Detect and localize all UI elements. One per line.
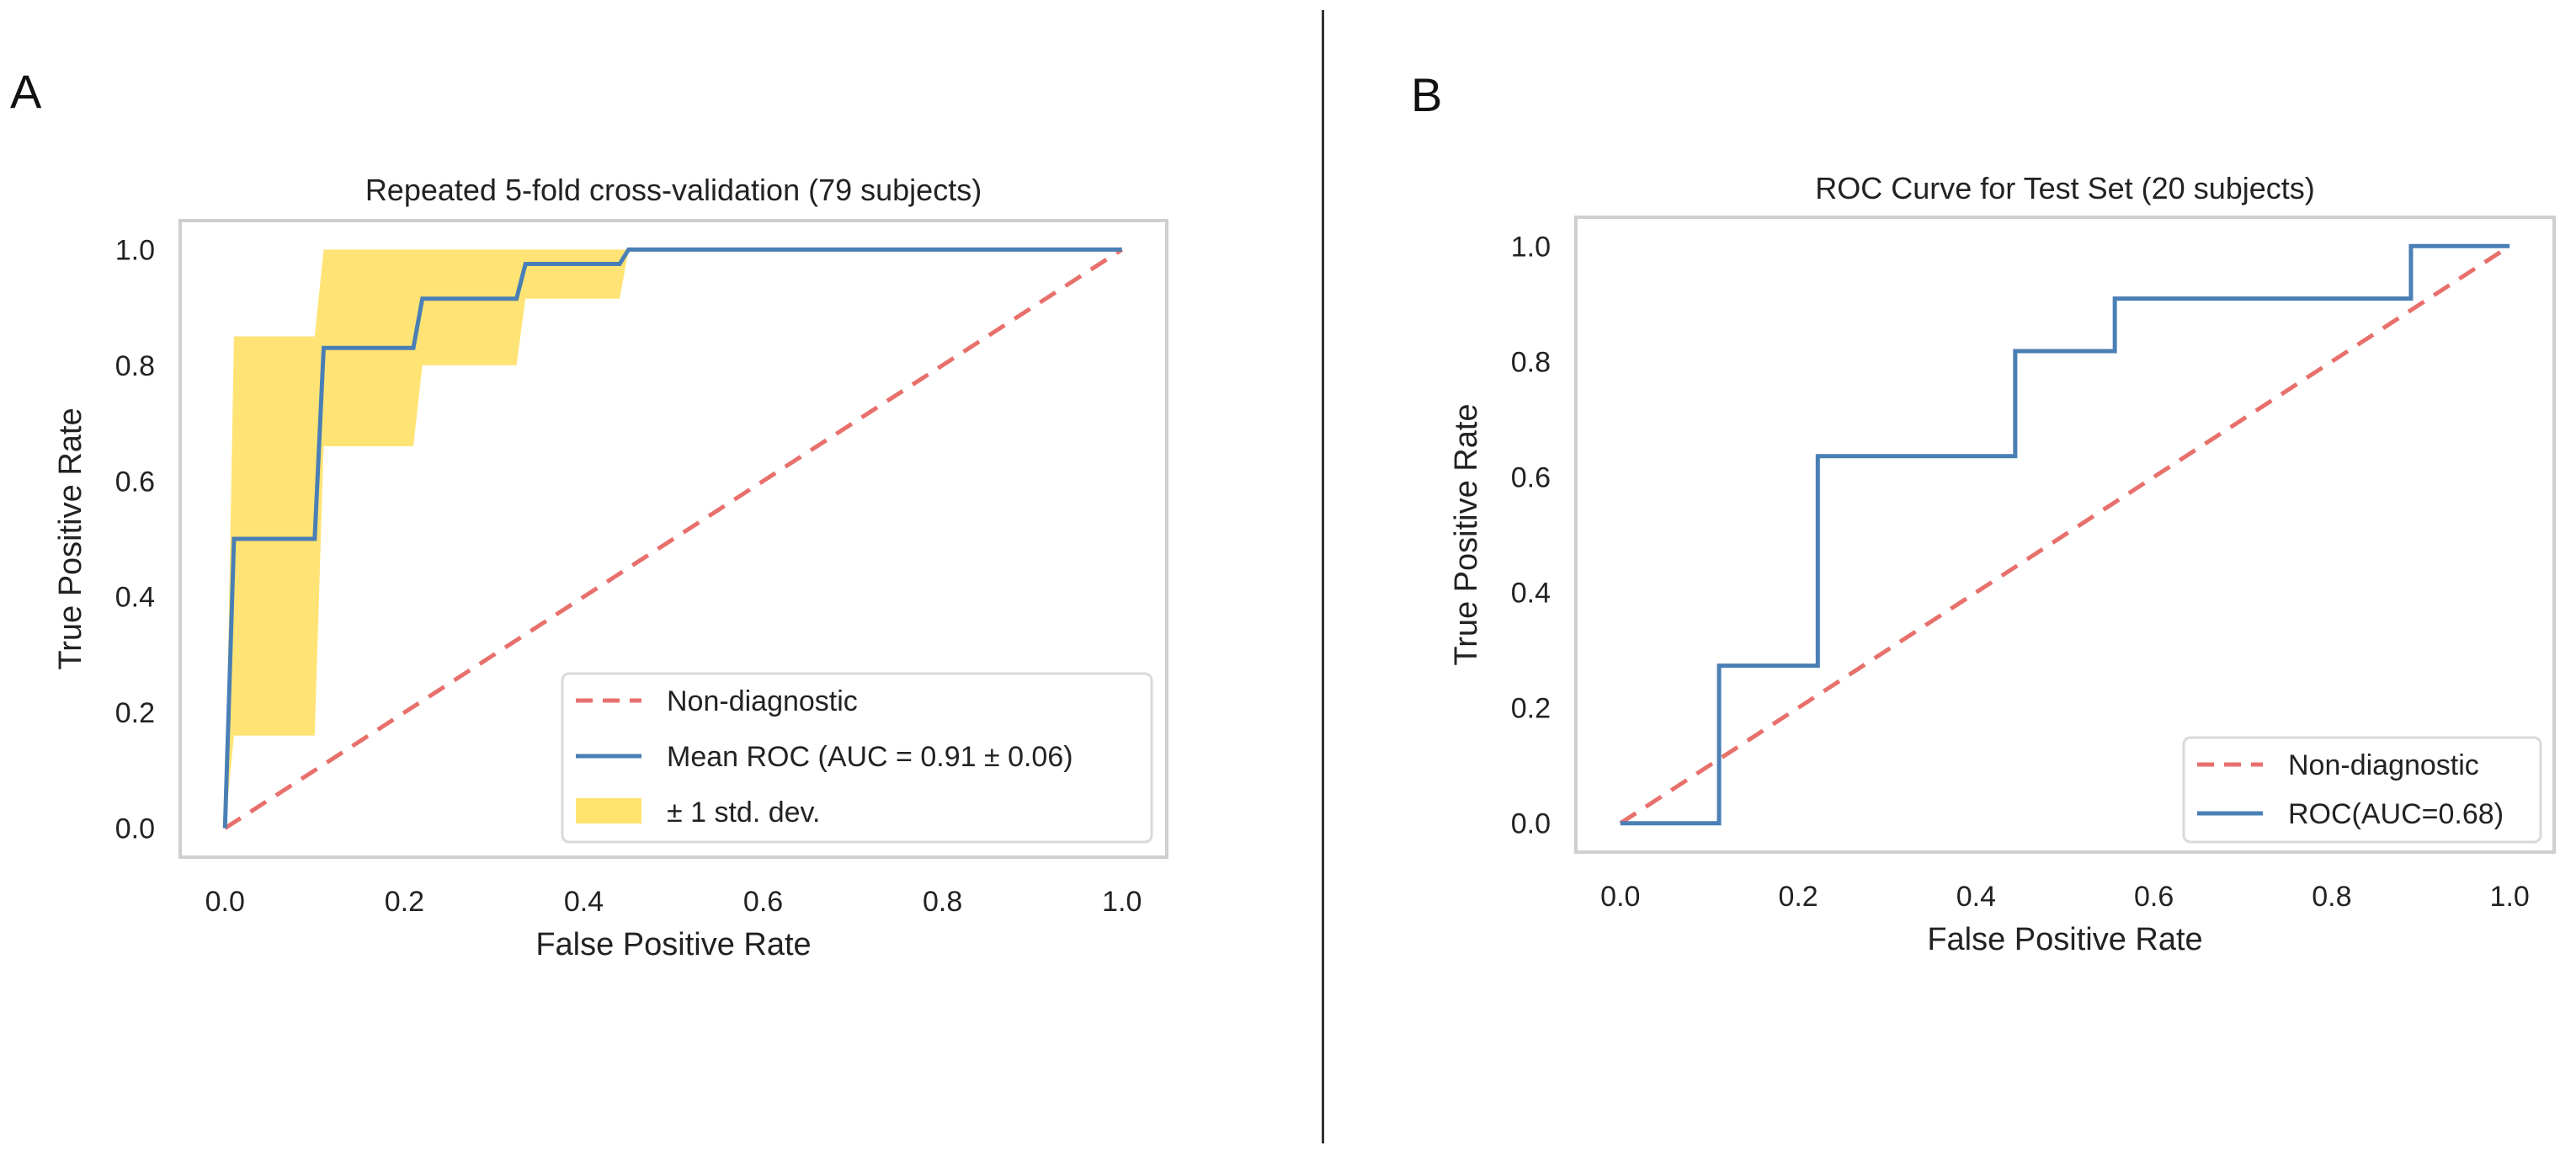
legend-box bbox=[2182, 736, 2542, 844]
legend-swatch bbox=[576, 798, 641, 823]
legend-label: Mean ROC (AUC = 0.91 ± 0.06) bbox=[667, 741, 1073, 773]
y-tick-label: 0.4 bbox=[115, 582, 155, 614]
y-tick-label: 1.0 bbox=[115, 234, 155, 266]
roc-curve-line bbox=[222, 247, 1122, 829]
x-tick-label: 0.0 bbox=[1600, 881, 1640, 913]
x-tick-label: 0.4 bbox=[1956, 881, 1996, 913]
panel-b-label: B bbox=[1411, 68, 1443, 121]
x-axis-label: False Positive Rate bbox=[535, 927, 811, 962]
chart-title: Repeated 5-fold cross-validation (79 sub… bbox=[365, 173, 982, 207]
y-tick-label: 1.0 bbox=[1511, 231, 1551, 263]
x-tick-label: 0.0 bbox=[205, 886, 245, 918]
chart-title: ROC Curve for Test Set (20 subjects) bbox=[1815, 171, 2315, 205]
x-tick-label: 0.6 bbox=[2134, 881, 2174, 913]
y-axis-label: True Positive Rate bbox=[53, 408, 88, 669]
y-tick-label: 0.0 bbox=[115, 813, 155, 845]
x-tick-label: 0.2 bbox=[1778, 881, 1818, 913]
y-tick-label: 0.4 bbox=[1511, 578, 1551, 610]
x-tick-label: 0.4 bbox=[564, 886, 604, 918]
y-tick-label: 0.6 bbox=[1511, 461, 1551, 493]
y-tick-label: 0.0 bbox=[1511, 808, 1551, 840]
y-axis-label: True Positive Rate bbox=[1449, 403, 1484, 665]
x-tick-label: 0.8 bbox=[923, 886, 962, 918]
legend-label: ± 1 std. dev. bbox=[667, 797, 820, 829]
x-tick-label: 0.2 bbox=[385, 886, 424, 918]
x-tick-label: 0.8 bbox=[2312, 881, 2351, 913]
legend-box bbox=[561, 672, 1153, 844]
legend-label: Non-diagnostic bbox=[667, 685, 858, 717]
non-diagnostic-line bbox=[1619, 244, 2511, 825]
x-axis-label: False Positive Rate bbox=[1927, 922, 2202, 957]
y-tick-label: 0.6 bbox=[115, 466, 155, 498]
y-tick-label: 0.8 bbox=[1511, 346, 1551, 378]
y-tick-label: 0.2 bbox=[1511, 693, 1551, 725]
y-tick-label: 0.8 bbox=[115, 350, 155, 382]
x-tick-label: 0.6 bbox=[743, 886, 783, 918]
panel-divider bbox=[1322, 10, 1324, 1143]
non-diagnostic-line bbox=[223, 248, 1124, 830]
y-tick-label: 0.2 bbox=[115, 697, 155, 729]
x-tick-label: 1.0 bbox=[1102, 886, 1142, 918]
legend-label: ROC(AUC=0.68) bbox=[2288, 798, 2504, 830]
roc-curve-line bbox=[1620, 243, 2510, 826]
legend-label: Non-diagnostic bbox=[2288, 749, 2479, 781]
x-tick-label: 1.0 bbox=[2490, 881, 2530, 913]
panel-a-label: A bbox=[10, 65, 42, 118]
